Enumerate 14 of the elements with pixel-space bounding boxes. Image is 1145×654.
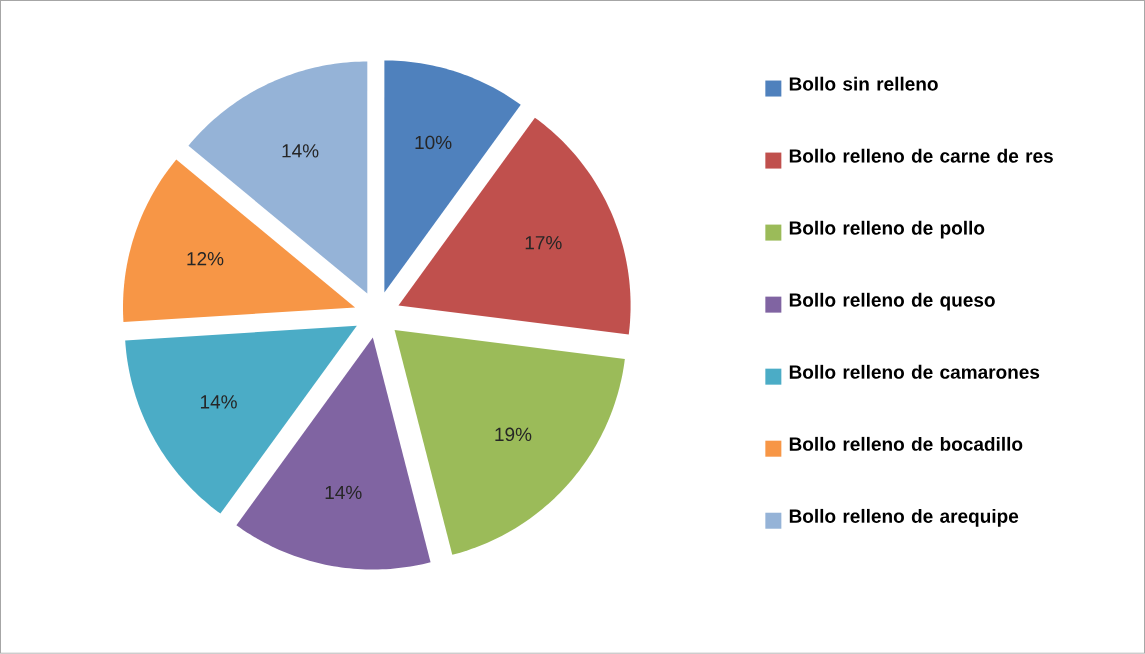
data-label: 17% [525,236,562,250]
legend-label: Bollo sin relleno [789,76,938,91]
data-label: 12% [187,252,224,266]
legend-label: Bollo relleno de arequipe [789,509,1019,527]
data-label: 14% [282,144,319,158]
legend-label: Bollo relleno de camarones [789,364,1040,379]
data-label: 14% [325,485,362,500]
data-label: 10% [415,135,452,150]
data-label: 19% [495,427,532,442]
legend-label: Bollo relleno de carne de res [789,148,1053,163]
legend-label: Bollo relleno de pollo [789,220,985,239]
legend-label: Bollo relleno de queso [789,292,995,311]
legend-label: Bollo relleno de bocadillo [789,436,1023,451]
data-label: 14% [200,395,237,409]
